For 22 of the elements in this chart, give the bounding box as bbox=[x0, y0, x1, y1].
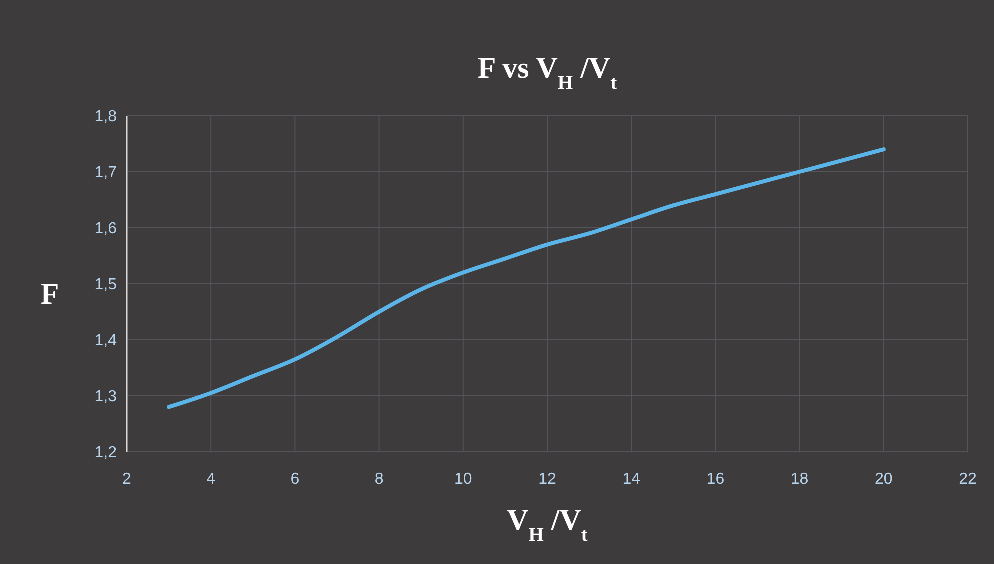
y-tick-label: 1,3 bbox=[94, 388, 118, 406]
x-tick-label: 2 bbox=[122, 471, 132, 488]
y-axis-title: F bbox=[40, 278, 60, 311]
x-tick-label: 6 bbox=[290, 471, 300, 488]
y-tick-label: 1,6 bbox=[94, 220, 118, 238]
x-tick-label: 10 bbox=[454, 471, 472, 488]
x-tick-label: 22 bbox=[959, 471, 977, 488]
y-tick-label: 1,8 bbox=[94, 108, 118, 126]
x-axis-title: V$_{H}$/V$_{t}$ bbox=[507, 504, 588, 546]
x-tick-label: 18 bbox=[790, 471, 809, 488]
line-series bbox=[167, 148, 886, 410]
x-tick-label: 20 bbox=[875, 471, 893, 488]
chart-title: F vs V$_{H}$/V$_{t}$ bbox=[478, 52, 618, 94]
x-tick-label: 12 bbox=[538, 471, 556, 488]
x-tick-label: 16 bbox=[706, 471, 725, 488]
y-tick-label: 1,7 bbox=[94, 164, 118, 182]
y-tick-label: 1,5 bbox=[94, 276, 118, 294]
x-tick-label: 14 bbox=[622, 471, 641, 488]
x-tick-label: 8 bbox=[374, 471, 384, 488]
x-tick-label: 4 bbox=[206, 471, 216, 488]
y-tick-label: 1,4 bbox=[94, 332, 118, 350]
y-tick-label: 1,2 bbox=[94, 444, 118, 462]
